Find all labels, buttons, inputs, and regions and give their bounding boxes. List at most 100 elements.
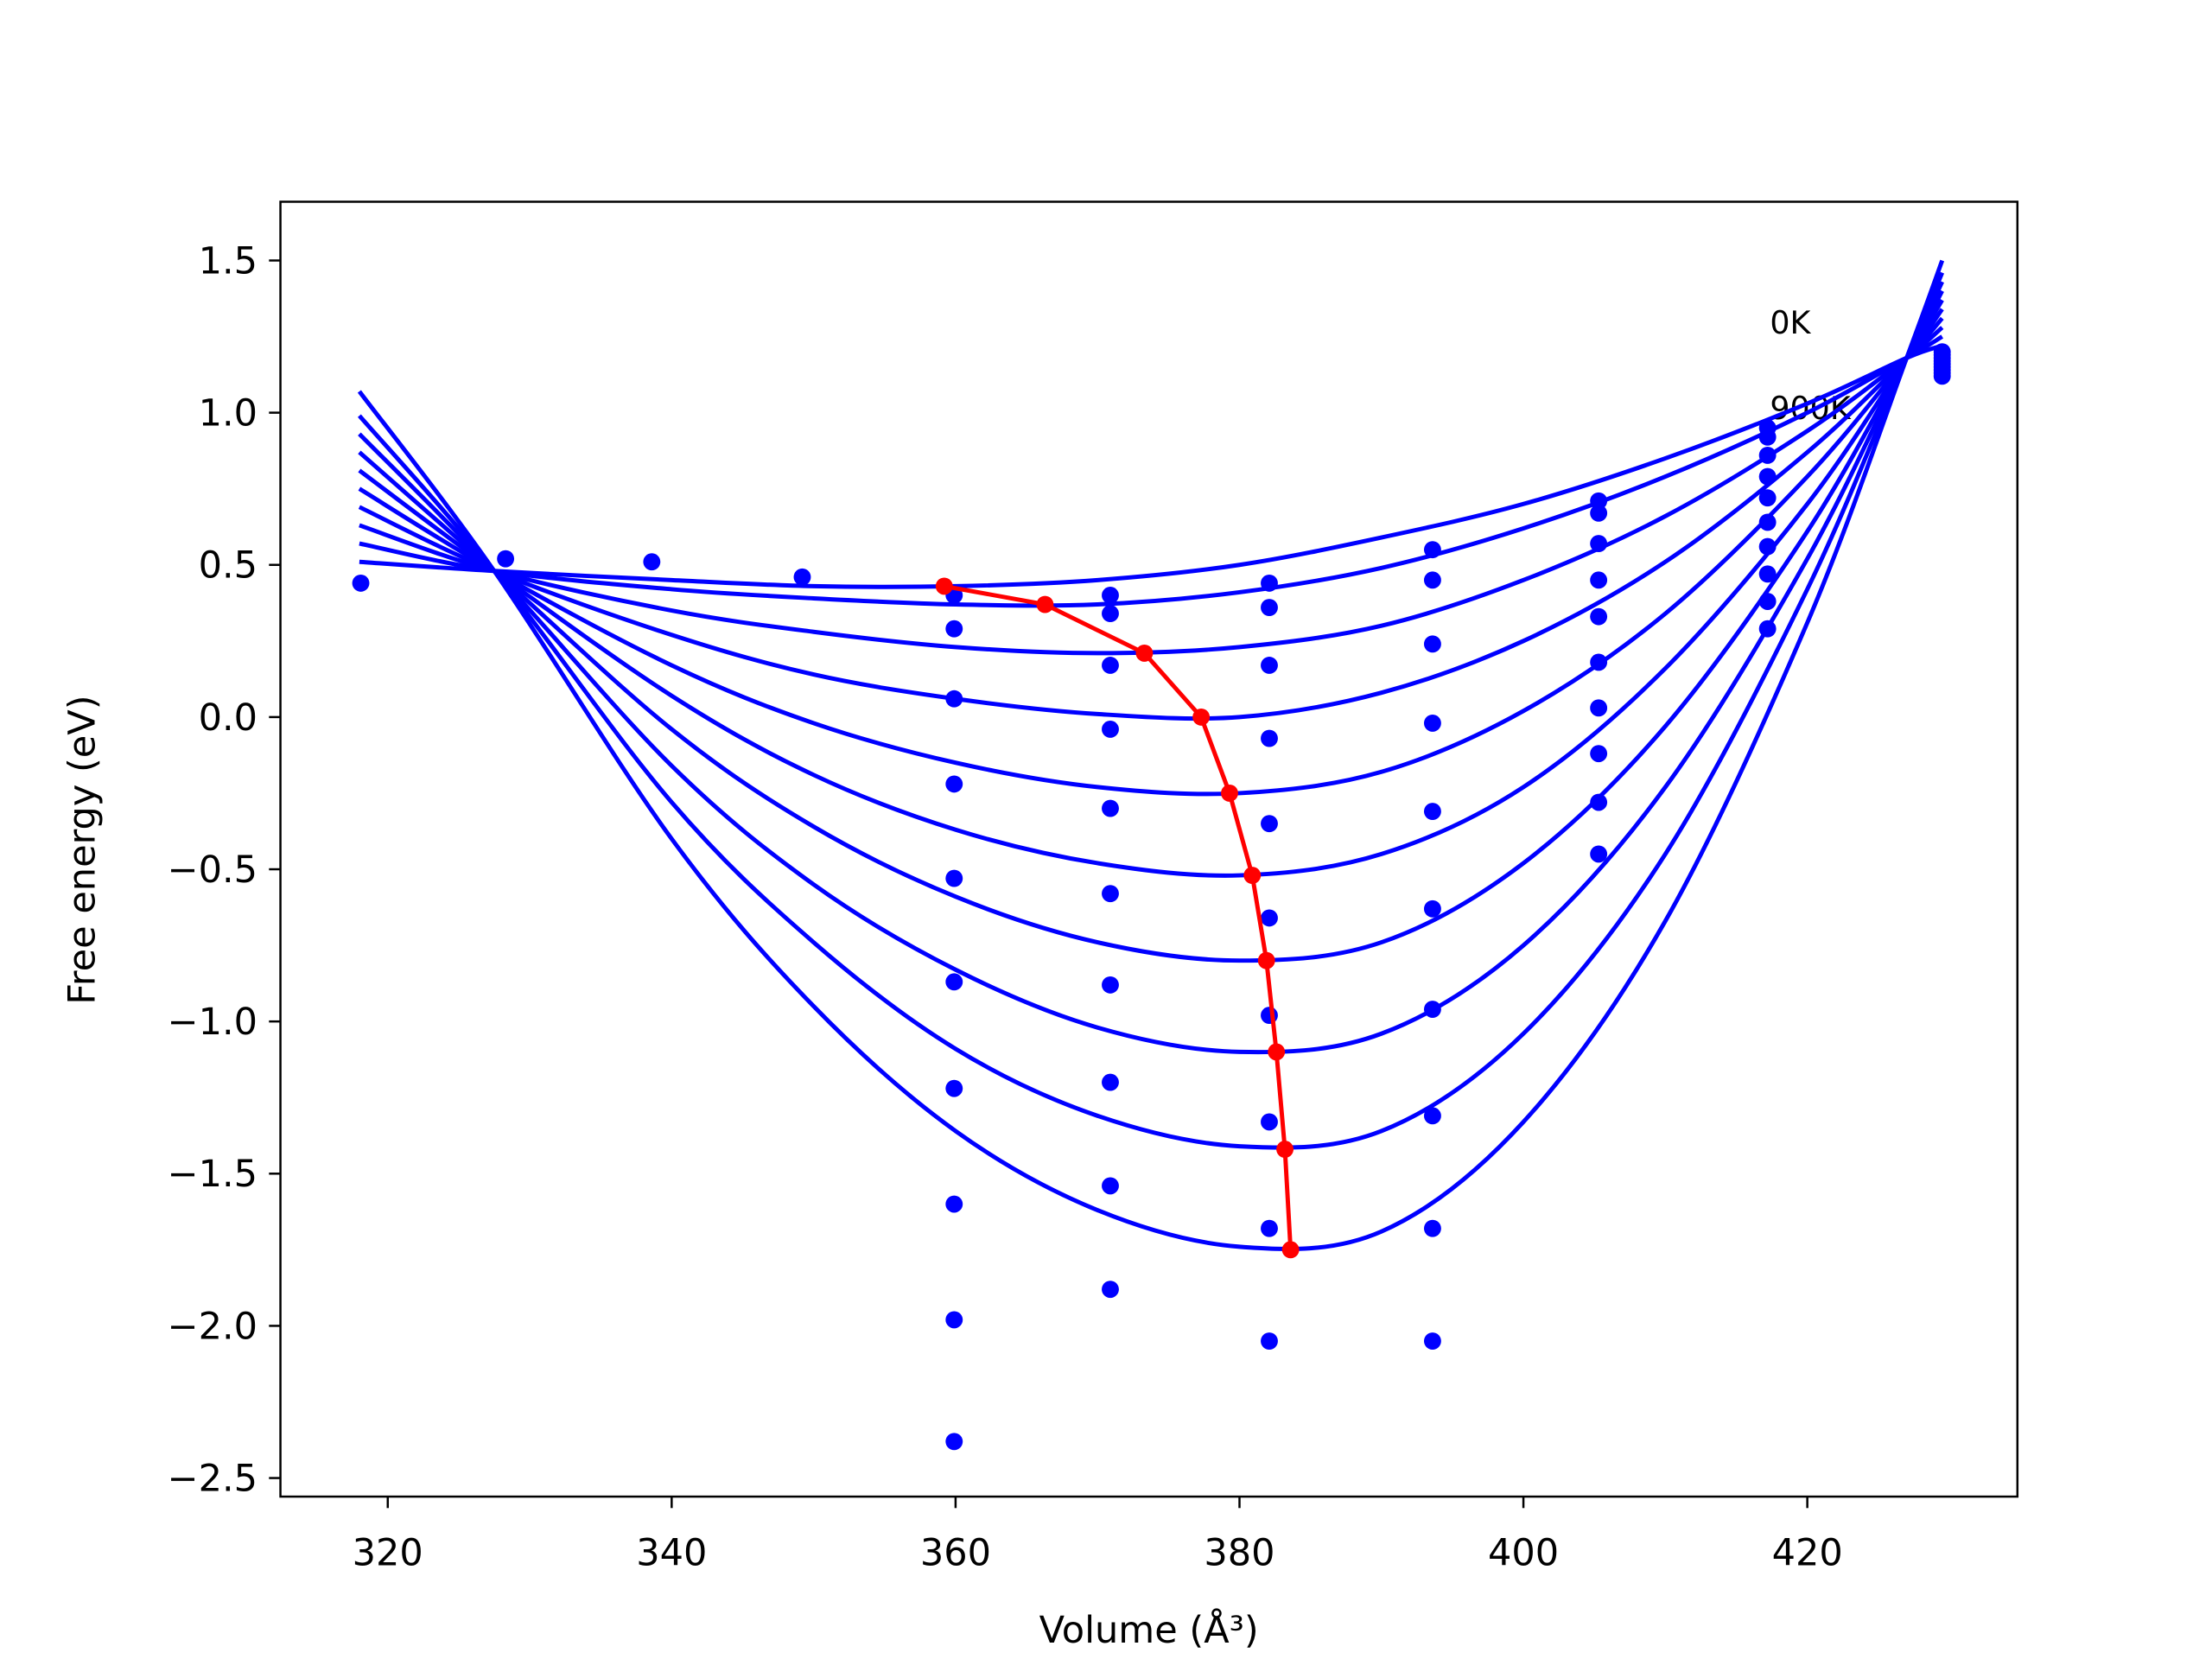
data-point [1102, 657, 1119, 674]
data-point [1590, 845, 1608, 863]
fit-curve [358, 289, 1944, 963]
data-point [1423, 635, 1441, 653]
data-point [945, 869, 963, 887]
data-point [1423, 541, 1441, 559]
data-point [643, 553, 661, 571]
data-point [1261, 1332, 1278, 1350]
y-tick-label: 1.0 [199, 392, 257, 435]
y-tick-label: −2.0 [168, 1305, 258, 1348]
data-point [1423, 714, 1441, 732]
data-point [1423, 899, 1441, 918]
minimum-point [1276, 1141, 1294, 1159]
y-tick-label: 1.5 [199, 239, 257, 283]
data-point [945, 1079, 963, 1097]
data-point [1261, 657, 1278, 674]
data-point [1261, 574, 1278, 592]
y-tick-label: −2.5 [168, 1457, 258, 1500]
data-point [1261, 1219, 1278, 1237]
minimum-point [1036, 595, 1054, 613]
minimum-point [1135, 644, 1154, 662]
y-axis-label: Free energy (eV) [60, 695, 104, 1004]
data-point [1423, 571, 1441, 589]
data-point [1758, 513, 1777, 531]
minimum-point [1192, 708, 1211, 726]
data-point [352, 574, 370, 592]
data-point [1261, 909, 1278, 927]
data-point [1590, 607, 1608, 626]
data-point [945, 620, 963, 638]
data-point [1590, 793, 1608, 811]
data-point [1423, 1107, 1441, 1125]
data-point [1102, 885, 1119, 903]
data-point [1102, 976, 1119, 994]
data-point [1758, 620, 1777, 638]
minimum-point [1221, 785, 1238, 802]
data-point [1758, 537, 1777, 556]
fit-curve [357, 259, 1945, 1251]
data-point [1590, 571, 1608, 589]
annotation: 0K [1770, 304, 1811, 341]
minimum-point [1281, 1241, 1300, 1259]
data-point [1102, 587, 1119, 604]
data-point [1261, 729, 1278, 747]
x-axis-label: Volume (Å³) [1039, 1608, 1259, 1652]
data-point [1102, 605, 1119, 623]
data-point [497, 550, 515, 568]
x-tick-label: 340 [636, 1532, 707, 1575]
data-point [1590, 745, 1608, 763]
data-point [945, 1433, 963, 1451]
data-point [793, 568, 811, 586]
x-tick-label: 420 [1772, 1532, 1843, 1575]
minimum-line [944, 583, 1294, 1250]
data-point [1590, 504, 1608, 522]
y-tick-label: −1.5 [168, 1153, 258, 1196]
plot-frame [279, 200, 2019, 1498]
fit-curve [358, 298, 1944, 878]
y-tick-label: 0.5 [199, 544, 257, 588]
data-point [1933, 367, 1951, 385]
data-point [1758, 565, 1777, 583]
data-point [1758, 467, 1777, 486]
data-point [1758, 489, 1777, 507]
data-point [1758, 446, 1777, 464]
minimum-point [1257, 951, 1275, 969]
data-point [945, 690, 963, 708]
data-point [945, 775, 963, 793]
data-point [945, 973, 963, 991]
x-tick-label: 360 [920, 1532, 991, 1575]
data-point [1261, 599, 1278, 616]
data-point [1758, 428, 1777, 446]
data-point [1590, 653, 1608, 671]
fit-curve [358, 271, 1945, 1150]
data-point [1261, 1007, 1278, 1025]
data-point [1261, 815, 1278, 833]
y-tick-label: 0.0 [199, 696, 257, 740]
data-point [945, 1195, 963, 1213]
data-point [1423, 1219, 1441, 1237]
minimum-point [935, 577, 953, 595]
data-point [1102, 721, 1119, 738]
y-tick-label: −0.5 [168, 849, 258, 892]
fit-curve [358, 281, 1944, 1055]
data-point [1102, 1073, 1119, 1091]
data-point [1423, 803, 1441, 821]
minimum-point [1243, 867, 1262, 884]
data-point [1423, 1332, 1441, 1350]
x-tick-label: 400 [1488, 1532, 1559, 1575]
minimum-point [1268, 1043, 1286, 1061]
data-point [1590, 492, 1608, 510]
data-point [1758, 593, 1777, 610]
data-point [1102, 799, 1119, 817]
x-tick-label: 320 [353, 1532, 423, 1575]
data-point [1590, 535, 1608, 553]
x-tick-label: 380 [1204, 1532, 1274, 1575]
data-point [945, 1311, 963, 1329]
data-point [1102, 1281, 1119, 1299]
y-tick-label: −1.0 [168, 1001, 258, 1044]
data-point [1590, 699, 1608, 717]
data-point [1102, 1177, 1119, 1195]
data-point [1423, 1001, 1441, 1019]
data-point [1261, 1113, 1278, 1131]
